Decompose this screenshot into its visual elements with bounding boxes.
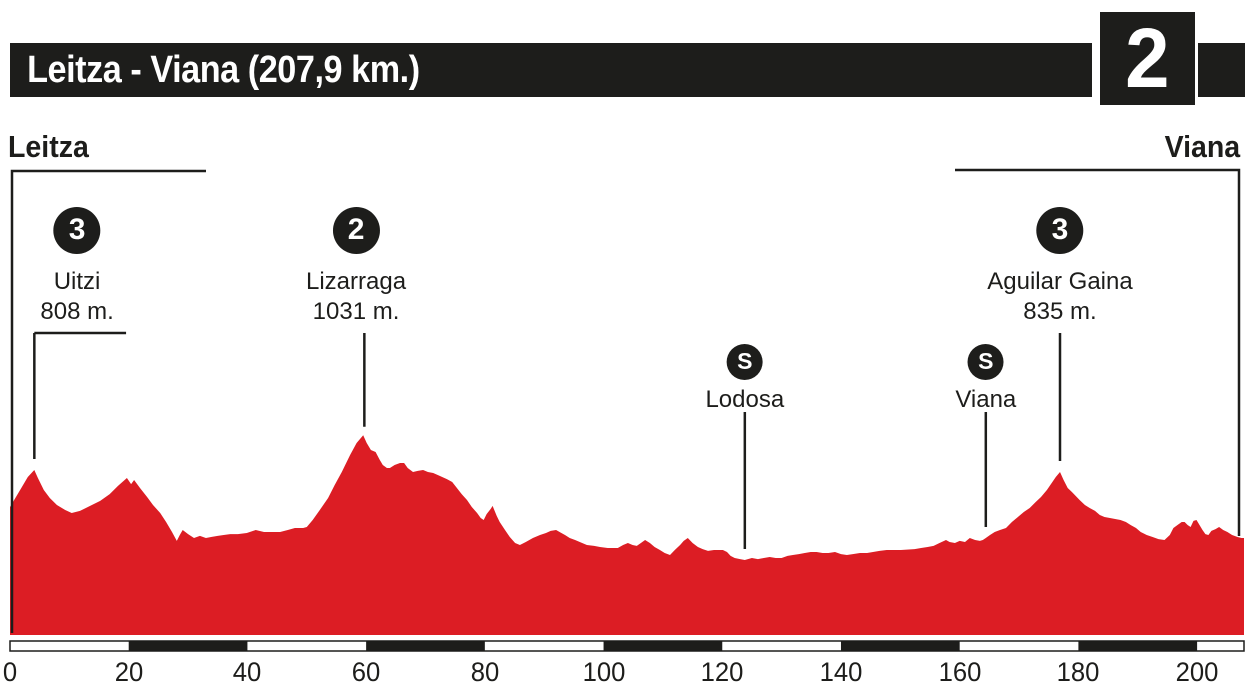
sprint-badge-icon: S [726,344,763,380]
elevation-profile-area [10,435,1244,635]
x-axis-tick-label: 120 [700,657,744,687]
climb-marker: 3 Aguilar Gaina 835 m. [987,207,1133,328]
marker-altitude: 835 m. [1023,298,1097,326]
stage-number: 2 [1125,11,1170,105]
x-axis-tick-label: 100 [582,657,625,687]
x-axis-tick-label: 20 [114,657,143,687]
distance-scale-bar-segment [603,641,723,651]
marker-name: Lizarraga [306,268,407,295]
marker-altitude: 808 m. [40,298,114,326]
x-axis-tick-label: 160 [938,657,982,687]
x-axis-tick-label: 60 [351,657,381,687]
stage-number-box: 2 [1100,12,1195,105]
distance-scale-bar-segment [366,641,485,651]
finish-bracket-line [955,168,1241,536]
x-axis-tick-label: 40 [233,657,262,687]
distance-scale-bar-segment [1078,641,1198,651]
sprint-marker: S Viana [955,344,1016,415]
sprint-badge-icon: S [967,344,1004,380]
category-badge-icon: 3 [1036,207,1084,254]
category-badge-icon: 3 [53,207,101,254]
start-town-label: Leitza [8,129,89,164]
stage-title-bar: Leitza - Viana (207,9 km.) [10,43,1092,97]
x-axis-tick-label: 140 [819,657,863,687]
start-bracket-line [10,169,206,633]
marker-name: Uitzi [53,268,101,295]
finish-town-label: Viana [1164,129,1240,164]
x-axis-tick-label: 80 [470,657,500,687]
marker-altitude: 1031 m. [312,298,400,326]
distance-scale-bar-segment [128,641,248,651]
x-axis-tick-label: 200 [1175,657,1219,687]
x-axis-tick-label: 0 [2,657,18,687]
distance-scale-bar-segment [840,641,960,651]
distance-scale-bar-border [9,640,1245,652]
climb-marker: 3 Uitzi 808 m. [40,207,114,328]
sprint-marker: S Lodosa [705,344,784,415]
climb-marker: 2 Lizarraga 1031 m. [306,207,406,328]
category-badge-icon: 2 [332,207,380,254]
stage-title-bar-right-segment [1198,43,1245,97]
marker-name: Lodosa [705,386,785,413]
marker-name: Viana [955,386,1017,413]
x-axis-tick-label: 180 [1056,657,1100,687]
stage-title: Leitza - Viana (207,9 km.) [27,49,420,91]
marker-name: Aguilar Gaina [987,268,1133,295]
